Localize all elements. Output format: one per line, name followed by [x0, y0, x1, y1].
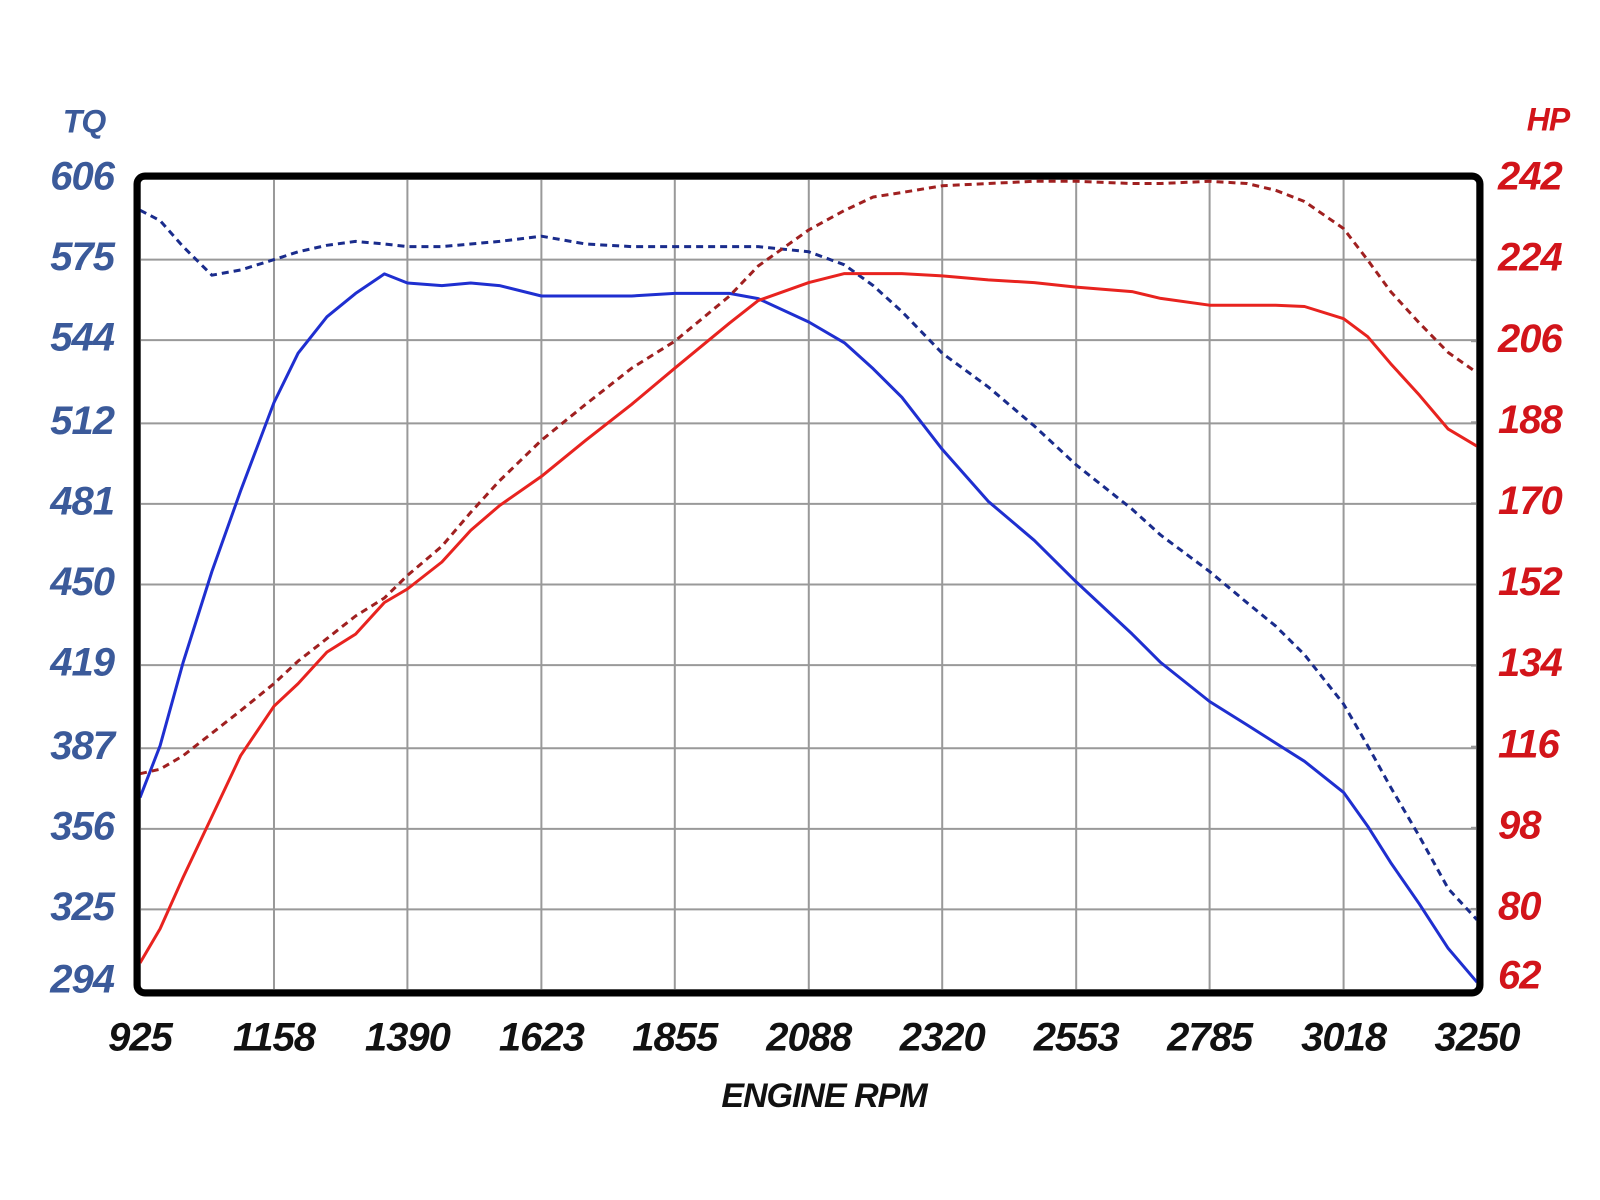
y2-axis-label: HP [1527, 101, 1571, 137]
y-tick-label: 450 [49, 560, 114, 604]
y2-tick-label: 98 [1498, 803, 1542, 847]
y-tick-label: 294 [49, 958, 114, 1002]
y2-tick-label: 134 [1498, 641, 1562, 685]
x-tick-label: 2553 [1033, 1016, 1120, 1060]
y-tick-label: 419 [49, 641, 115, 685]
y-tick-label: 356 [50, 804, 115, 848]
x-tick-label: 1158 [233, 1016, 317, 1060]
x-tick-label: 2320 [899, 1016, 986, 1060]
x-tick-label: 3018 [1301, 1016, 1388, 1060]
y2-tick-label: 242 [1497, 155, 1562, 199]
x-axis-label: ENGINE RPM [721, 1077, 928, 1115]
y-tick-label: 481 [49, 479, 114, 523]
y-tick-label: 544 [50, 316, 114, 360]
y-axis-label: TQ [63, 103, 107, 139]
y-tick-label: 325 [50, 885, 115, 929]
x-tick-label: 925 [108, 1016, 173, 1060]
y-tick-label: 512 [50, 399, 114, 443]
line [139, 208, 1479, 921]
y2-tick-label: 116 [1498, 722, 1561, 766]
y2-tick-label: 224 [1497, 236, 1562, 280]
y-tick-label: 606 [50, 155, 115, 199]
x-tick-label: 1855 [632, 1016, 719, 1060]
y2-tick-label: 80 [1498, 884, 1541, 928]
line [138, 272, 1478, 964]
x-tick-label: 2088 [765, 1016, 853, 1060]
y2-tick-label: 62 [1498, 954, 1541, 998]
plot-frame [133, 172, 1484, 997]
y2-tick-label: 152 [1498, 560, 1562, 604]
y2-tick-label: 170 [1498, 479, 1562, 523]
x-tick-label: 2785 [1166, 1016, 1254, 1060]
y2-tick-label: 188 [1498, 398, 1563, 442]
line [139, 179, 1478, 776]
x-tick-label: 1390 [365, 1016, 451, 1060]
y2-tick-label: 206 [1497, 317, 1563, 361]
y-tick-label: 575 [50, 235, 115, 279]
x-tick-label: 3250 [1435, 1016, 1521, 1060]
line [138, 272, 1479, 984]
x-tick-label: 1623 [499, 1016, 585, 1060]
y-tick-label: 387 [50, 724, 116, 768]
